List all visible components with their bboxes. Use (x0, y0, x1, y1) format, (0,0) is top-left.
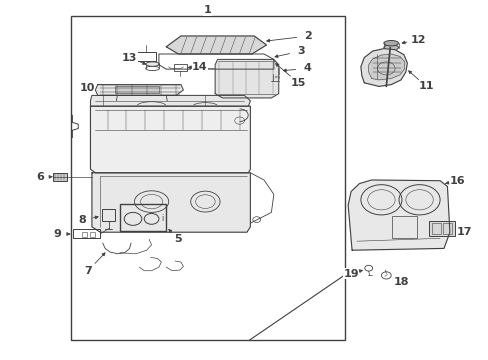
Bar (442, 223, 451, 234)
Bar (391, 216, 416, 238)
Text: 8: 8 (78, 215, 86, 225)
Bar (53, 173, 66, 181)
Bar (428, 221, 454, 236)
Ellipse shape (383, 40, 398, 46)
Text: 9: 9 (54, 229, 61, 239)
Polygon shape (368, 54, 404, 80)
Text: 7: 7 (84, 266, 92, 276)
Polygon shape (360, 49, 407, 86)
Polygon shape (90, 106, 250, 173)
Bar (71, 16, 344, 340)
Bar (173, 64, 187, 71)
Bar (115, 86, 159, 93)
Polygon shape (92, 173, 250, 232)
Polygon shape (215, 59, 278, 98)
Bar (431, 223, 440, 234)
Text: 4: 4 (303, 63, 310, 73)
Text: 13: 13 (122, 53, 137, 63)
Text: 14: 14 (191, 62, 207, 72)
Text: 15: 15 (290, 78, 305, 88)
Text: 18: 18 (392, 276, 408, 287)
Polygon shape (90, 95, 250, 106)
Bar (120, 204, 166, 231)
Text: i: i (161, 214, 163, 223)
Bar (82, 232, 87, 237)
Text: 1: 1 (203, 5, 211, 15)
Text: 10: 10 (79, 83, 95, 93)
Text: 3: 3 (296, 46, 304, 56)
Text: 2: 2 (304, 31, 311, 41)
Bar (267, 68, 278, 74)
Text: 16: 16 (448, 176, 464, 186)
Text: 11: 11 (418, 81, 433, 91)
Text: 19: 19 (343, 269, 358, 279)
Bar (136, 52, 155, 61)
Polygon shape (95, 85, 183, 95)
Polygon shape (166, 36, 266, 54)
Text: 5: 5 (174, 234, 182, 244)
Bar (73, 229, 100, 238)
Text: 17: 17 (456, 227, 471, 237)
Text: 6: 6 (36, 172, 44, 182)
Bar (90, 232, 95, 237)
Text: 12: 12 (409, 35, 425, 45)
Polygon shape (347, 180, 449, 250)
Text: 1: 1 (203, 6, 211, 16)
Ellipse shape (383, 45, 398, 50)
Bar (102, 209, 115, 221)
Ellipse shape (145, 62, 159, 66)
